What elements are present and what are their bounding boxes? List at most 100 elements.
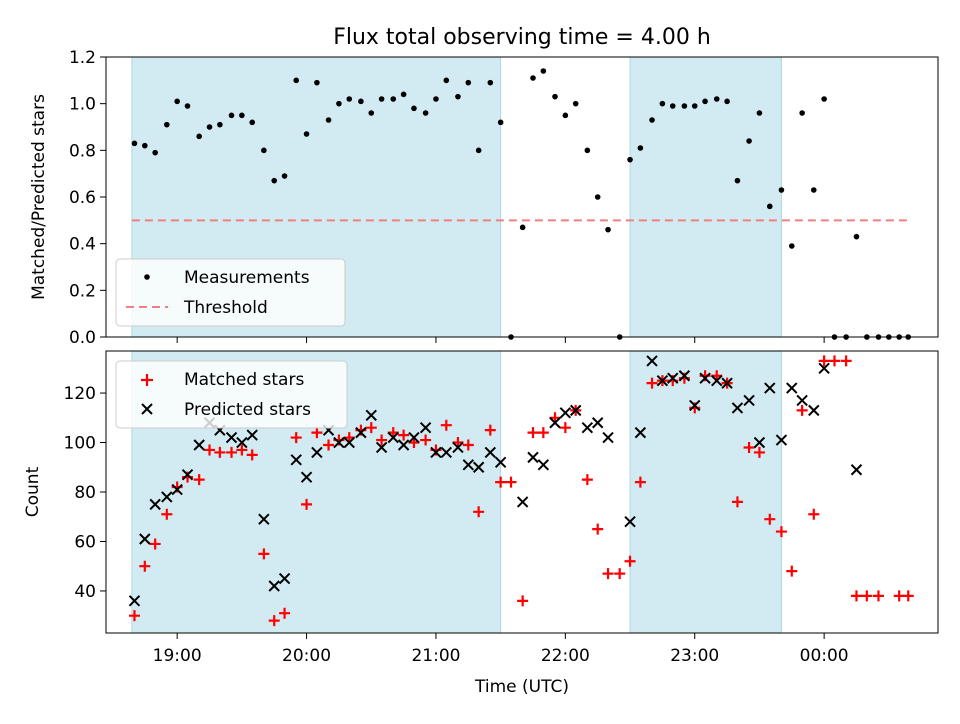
- predicted-star-point: [452, 441, 464, 454]
- matched-star-point: [624, 555, 636, 567]
- predicted-star-point: [527, 451, 539, 464]
- measurement-point: [659, 100, 666, 107]
- matched-star-point: [786, 565, 798, 577]
- predicted-star-point: [634, 426, 647, 439]
- measurement-point: [778, 187, 785, 193]
- measurement-point: [206, 124, 213, 130]
- matched-star-point: [775, 526, 787, 538]
- bottom-axis-ticks: 40 60 80 100 120 19:00 20:00 21:00 22:00 23:00 00:…: [64, 384, 849, 666]
- measurement-point: [497, 119, 504, 126]
- matched-star-point: [559, 422, 571, 434]
- matched-star-point: [301, 498, 313, 510]
- predicted-star-point: [786, 382, 798, 394]
- y-tick-label: 0.6: [69, 188, 96, 208]
- measurement-point: [239, 112, 245, 119]
- matched-star-point: [268, 615, 280, 627]
- shaded-region: [629, 350, 782, 634]
- matched-star-point: [204, 444, 216, 456]
- matched-star-point: [850, 590, 862, 602]
- predicted-star-point: [656, 374, 669, 387]
- predicted-star-point: [743, 394, 755, 407]
- matched-star-point: [505, 476, 517, 488]
- measurement-point: [433, 96, 439, 102]
- x-axis-label: Time (UTC): [474, 677, 569, 697]
- y-tick-label: 1.2: [69, 48, 96, 68]
- measurement-point: [627, 156, 633, 163]
- predicted-star-point: [419, 421, 432, 434]
- x-tick-label: 20:00: [282, 646, 331, 666]
- measurement-point: [249, 119, 256, 126]
- predicted-star-point: [494, 456, 507, 469]
- y-tick-label: 0.0: [69, 328, 96, 348]
- bottom-axes-frame: [105, 350, 939, 634]
- predicted-star-point: [193, 439, 205, 451]
- measurement-point: [325, 117, 332, 123]
- predicted-star-point: [462, 459, 475, 471]
- predicted-star-point: [225, 431, 238, 444]
- measurement-point: [346, 96, 353, 102]
- predicted-star-point: [333, 436, 345, 449]
- measurement-point: [788, 243, 795, 249]
- y-tick-label: 0.2: [69, 281, 96, 301]
- measurement-point: [766, 203, 773, 210]
- measurement-point: [821, 96, 827, 102]
- predicted-star-point: [796, 394, 808, 407]
- measurement-point: [734, 177, 741, 184]
- bottom-ylabel: Count: [23, 466, 43, 517]
- predicted-star-point: [678, 370, 691, 382]
- matched-star-point: [365, 422, 377, 434]
- matched-star-point: [614, 568, 626, 580]
- predicted-star-point: [484, 446, 497, 459]
- y-tick-label: 100: [64, 434, 96, 454]
- predicted-star-point: [408, 431, 420, 444]
- legend-matched-marker: [141, 374, 153, 386]
- measurement-point: [422, 110, 429, 116]
- predicted-star-point: [149, 498, 161, 511]
- matched-star-point: [808, 508, 820, 520]
- measurement-point: [271, 177, 278, 184]
- predicted-star-point: [711, 374, 723, 387]
- predicted-star-point: [300, 471, 313, 483]
- chart-title: Flux total observing time = 4.00 h: [333, 25, 711, 50]
- matched-star-point: [462, 439, 474, 451]
- predicted-star-point: [343, 436, 355, 449]
- predicted-star-point: [181, 468, 194, 481]
- matched-star-point: [226, 446, 238, 458]
- predicted-star-point: [624, 515, 636, 528]
- y-tick-label: 0.8: [69, 141, 96, 161]
- measurement-point: [400, 91, 407, 98]
- predicted-star-point: [258, 513, 270, 525]
- predicted-star-point: [569, 404, 582, 417]
- matched-star-point: [128, 610, 140, 622]
- predicted-star-points: [128, 355, 863, 607]
- measurement-point: [713, 96, 720, 102]
- predicted-star-point: [818, 362, 830, 375]
- matched-star-point: [796, 404, 808, 416]
- measurement-point: [455, 93, 461, 100]
- matched-star-point: [872, 590, 884, 602]
- x-tick-label: 21:00: [411, 646, 460, 666]
- measurement-point: [810, 187, 817, 193]
- measurement-point: [336, 100, 342, 107]
- measurement-point: [584, 147, 591, 154]
- matched-star-point: [484, 424, 496, 436]
- matched-star-point: [214, 446, 226, 458]
- measurement-point: [594, 194, 601, 200]
- predicted-star-point: [472, 461, 485, 473]
- measurement-point: [465, 79, 472, 86]
- matched-star-point: [527, 427, 539, 439]
- bottom-legend: Matched stars Predicted stars: [115, 360, 348, 429]
- x-tick-label: 22:00: [541, 646, 590, 666]
- y-tick-label: 40: [74, 582, 96, 602]
- legend-threshold-label: Threshold: [183, 298, 268, 318]
- predicted-star-point: [387, 431, 399, 444]
- measurement-point: [378, 96, 385, 102]
- matched-star-point: [398, 429, 410, 441]
- matched-star-point: [311, 427, 323, 439]
- predicted-star-point: [139, 533, 151, 545]
- measurement-point: [142, 142, 148, 149]
- measurement-point: [756, 110, 763, 116]
- predicted-star-point: [375, 441, 388, 454]
- predicted-star-point: [430, 446, 442, 459]
